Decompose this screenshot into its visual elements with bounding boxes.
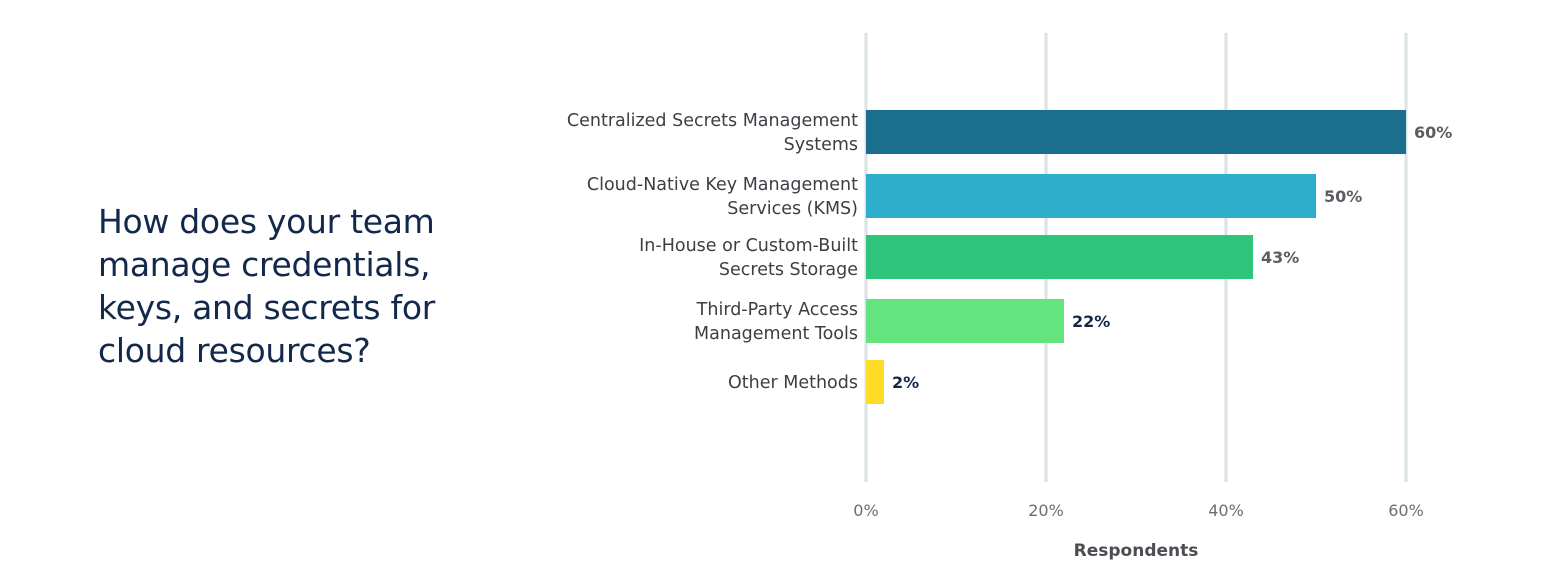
category-label: Third-Party Access: [696, 300, 858, 320]
category-label: Management Tools: [694, 324, 858, 344]
data-label: 43%: [1261, 248, 1299, 267]
bar: [866, 360, 884, 404]
category-label: Systems: [784, 135, 858, 155]
data-label: 60%: [1414, 123, 1452, 142]
bar: [866, 174, 1316, 218]
category-label: Services (KMS): [727, 199, 858, 219]
category-label: Other Methods: [728, 373, 858, 393]
data-label: 22%: [1072, 312, 1110, 331]
category-label: In-House or Custom-Built: [639, 236, 858, 256]
category-label: Centralized Secrets Management: [567, 111, 858, 131]
x-tick-label: 0%: [853, 501, 878, 520]
x-axis-title: Respondents: [1074, 541, 1199, 561]
bar: [866, 299, 1064, 343]
bar: [866, 110, 1406, 154]
category-label: Secrets Storage: [719, 260, 858, 280]
data-label: 50%: [1324, 187, 1362, 206]
x-tick-label: 60%: [1388, 501, 1424, 520]
bar: [866, 235, 1253, 279]
question-title: How does your team manage credentials, k…: [98, 202, 435, 370]
category-label: Cloud-Native Key Management: [587, 175, 858, 195]
x-tick-label: 20%: [1028, 501, 1064, 520]
data-label: 2%: [892, 373, 919, 392]
x-tick-label: 40%: [1208, 501, 1244, 520]
